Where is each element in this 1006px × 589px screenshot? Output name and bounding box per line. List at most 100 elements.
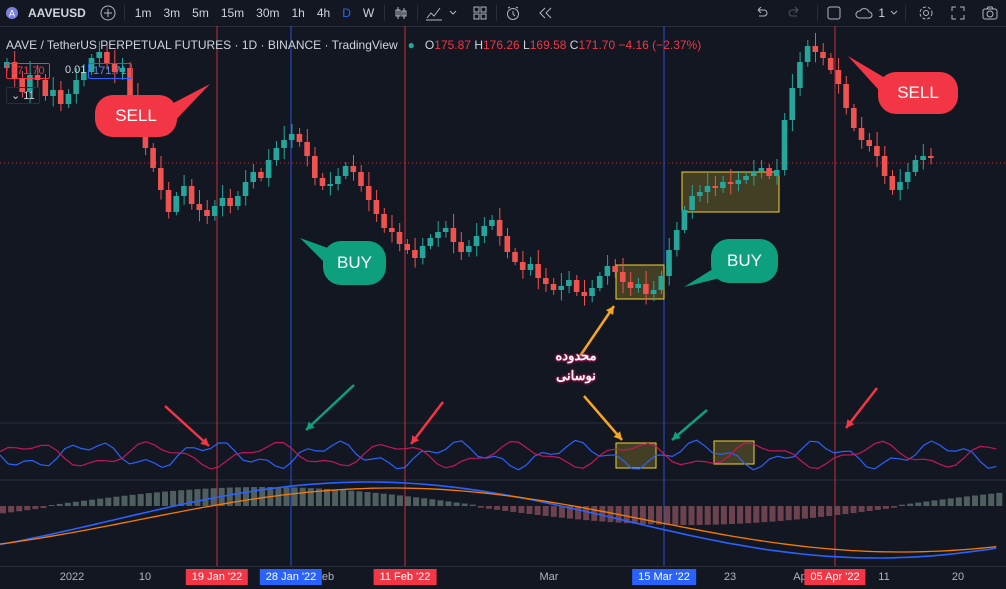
top-toolbar: A AAVEUSD 1m 3m 5m 15m 30m 1h 4h D W bbox=[0, 0, 1006, 27]
undo-icon[interactable] bbox=[749, 2, 773, 24]
candle-body bbox=[804, 46, 811, 62]
macd-histogram-bar bbox=[469, 504, 476, 506]
macd-histogram-bar bbox=[283, 487, 290, 506]
macd-histogram-bar bbox=[510, 506, 517, 512]
candle-body bbox=[812, 46, 819, 52]
candle-body bbox=[858, 128, 865, 140]
candle-body bbox=[127, 68, 133, 96]
buy-price-button[interactable]: 171.71 bbox=[88, 63, 132, 79]
candle-body bbox=[435, 232, 441, 238]
range-label: محدوده نوسانی bbox=[555, 348, 597, 383]
interval-4h[interactable]: 4h bbox=[316, 6, 331, 20]
macd-histogram-bar bbox=[769, 506, 776, 522]
interval-5m[interactable]: 5m bbox=[192, 6, 209, 20]
collapse-indicators-button[interactable]: ⌄ 11 bbox=[6, 87, 40, 104]
replay-icon[interactable] bbox=[533, 2, 557, 24]
candle-body bbox=[797, 62, 803, 88]
time-axis[interactable]: 2022 10 eb Mar 23 Ap 11 20 19 Jan '22 28… bbox=[0, 566, 1006, 589]
layout-grid-icon[interactable] bbox=[468, 2, 492, 24]
candle-body bbox=[389, 228, 395, 232]
macd-histogram-bar bbox=[907, 503, 914, 506]
fullscreen-frame-icon[interactable] bbox=[822, 2, 846, 24]
alert-clock-icon[interactable] bbox=[501, 2, 525, 24]
compare-plus-icon[interactable] bbox=[96, 2, 120, 24]
macd-histogram-bar bbox=[558, 506, 565, 518]
candles-icon[interactable] bbox=[389, 2, 413, 24]
candle-body bbox=[650, 290, 657, 294]
macd-histogram-bar bbox=[931, 500, 938, 506]
chevron-down-icon[interactable] bbox=[887, 2, 901, 24]
macd-histogram-bar bbox=[656, 506, 663, 525]
candle-body bbox=[573, 280, 580, 292]
candle-body bbox=[88, 58, 95, 72]
candle-body bbox=[889, 176, 896, 190]
candle-body bbox=[558, 286, 564, 290]
candle-body bbox=[697, 192, 703, 196]
redo-icon[interactable] bbox=[783, 2, 807, 24]
interval-d[interactable]: D bbox=[342, 6, 351, 20]
candle-body bbox=[57, 90, 64, 104]
candle-body bbox=[781, 120, 788, 170]
macd-histogram-bar bbox=[405, 496, 411, 506]
interval-w[interactable]: W bbox=[362, 6, 375, 20]
candle-body bbox=[581, 292, 588, 296]
chart-legend: AAVE / TetherUS PERPETUAL FUTURES · 1D ·… bbox=[6, 38, 701, 52]
macd-histogram-bar bbox=[688, 506, 695, 525]
layout-counter[interactable]: 1 bbox=[878, 6, 885, 20]
fullscreen-icon[interactable] bbox=[946, 2, 970, 24]
candle-body bbox=[50, 90, 56, 96]
price-chart[interactable] bbox=[0, 0, 1006, 566]
candle-body bbox=[666, 250, 672, 276]
spread-value: 0.01 bbox=[65, 64, 87, 76]
macd-histogram-bar bbox=[631, 506, 638, 524]
macd-histogram-bar bbox=[575, 506, 582, 520]
legend-dot-icon: ● bbox=[407, 38, 415, 52]
macd-histogram-bar bbox=[8, 506, 15, 513]
macd-histogram-bar bbox=[421, 498, 428, 506]
macd-histogram-bar bbox=[988, 493, 995, 506]
macd-histogram-bar bbox=[874, 506, 881, 510]
gear-icon[interactable] bbox=[914, 2, 938, 24]
oscillator-pane bbox=[0, 439, 997, 471]
candle-body bbox=[758, 168, 765, 172]
axis-tick: 20 bbox=[951, 571, 965, 583]
macd-histogram-bar bbox=[340, 490, 347, 506]
interval-1m[interactable]: 1m bbox=[134, 6, 152, 20]
macd-histogram-bar bbox=[891, 506, 897, 508]
sell-callout-left: SELL bbox=[95, 95, 177, 137]
interval-3m[interactable]: 3m bbox=[163, 6, 181, 20]
macd-histogram-bar bbox=[315, 488, 322, 506]
candle-body bbox=[535, 264, 541, 278]
chevron-down-icon[interactable] bbox=[446, 2, 460, 24]
indicators-icon[interactable] bbox=[422, 2, 446, 24]
symbol-search[interactable]: AAVEUSD bbox=[28, 6, 86, 20]
interval-30m[interactable]: 30m bbox=[256, 6, 280, 20]
range-boxes bbox=[615, 171, 780, 469]
macd-histogram-bar bbox=[429, 499, 436, 506]
macd-histogram-bar bbox=[16, 506, 23, 512]
macd-histogram-bar bbox=[542, 506, 549, 516]
interval-15m[interactable]: 15m bbox=[220, 6, 245, 20]
macd-histogram-bar bbox=[162, 491, 168, 506]
candle-body bbox=[612, 266, 618, 272]
candle-body bbox=[42, 80, 49, 96]
macd-histogram-bar bbox=[793, 506, 800, 520]
axis-tick: eb bbox=[321, 571, 335, 583]
candle-body bbox=[866, 140, 872, 146]
macd-histogram-bar bbox=[0, 506, 6, 514]
candle-body bbox=[658, 276, 665, 290]
axis-tick: 23 bbox=[723, 571, 737, 583]
candle-body bbox=[181, 186, 187, 196]
macd-histogram-bar bbox=[364, 492, 371, 506]
candle-body bbox=[235, 196, 241, 206]
sell-price-button[interactable]: 171.70 bbox=[6, 63, 50, 79]
candle-body bbox=[827, 58, 834, 70]
candle-body bbox=[34, 75, 41, 80]
range-arrow-head bbox=[605, 306, 614, 315]
macd-histogram-bar bbox=[153, 492, 160, 506]
camera-icon[interactable] bbox=[978, 2, 1002, 24]
cloud-icon[interactable] bbox=[852, 2, 876, 24]
interval-1h[interactable]: 1h bbox=[291, 6, 305, 20]
chart-grid bbox=[0, 162, 1006, 481]
candle-body bbox=[96, 52, 102, 58]
